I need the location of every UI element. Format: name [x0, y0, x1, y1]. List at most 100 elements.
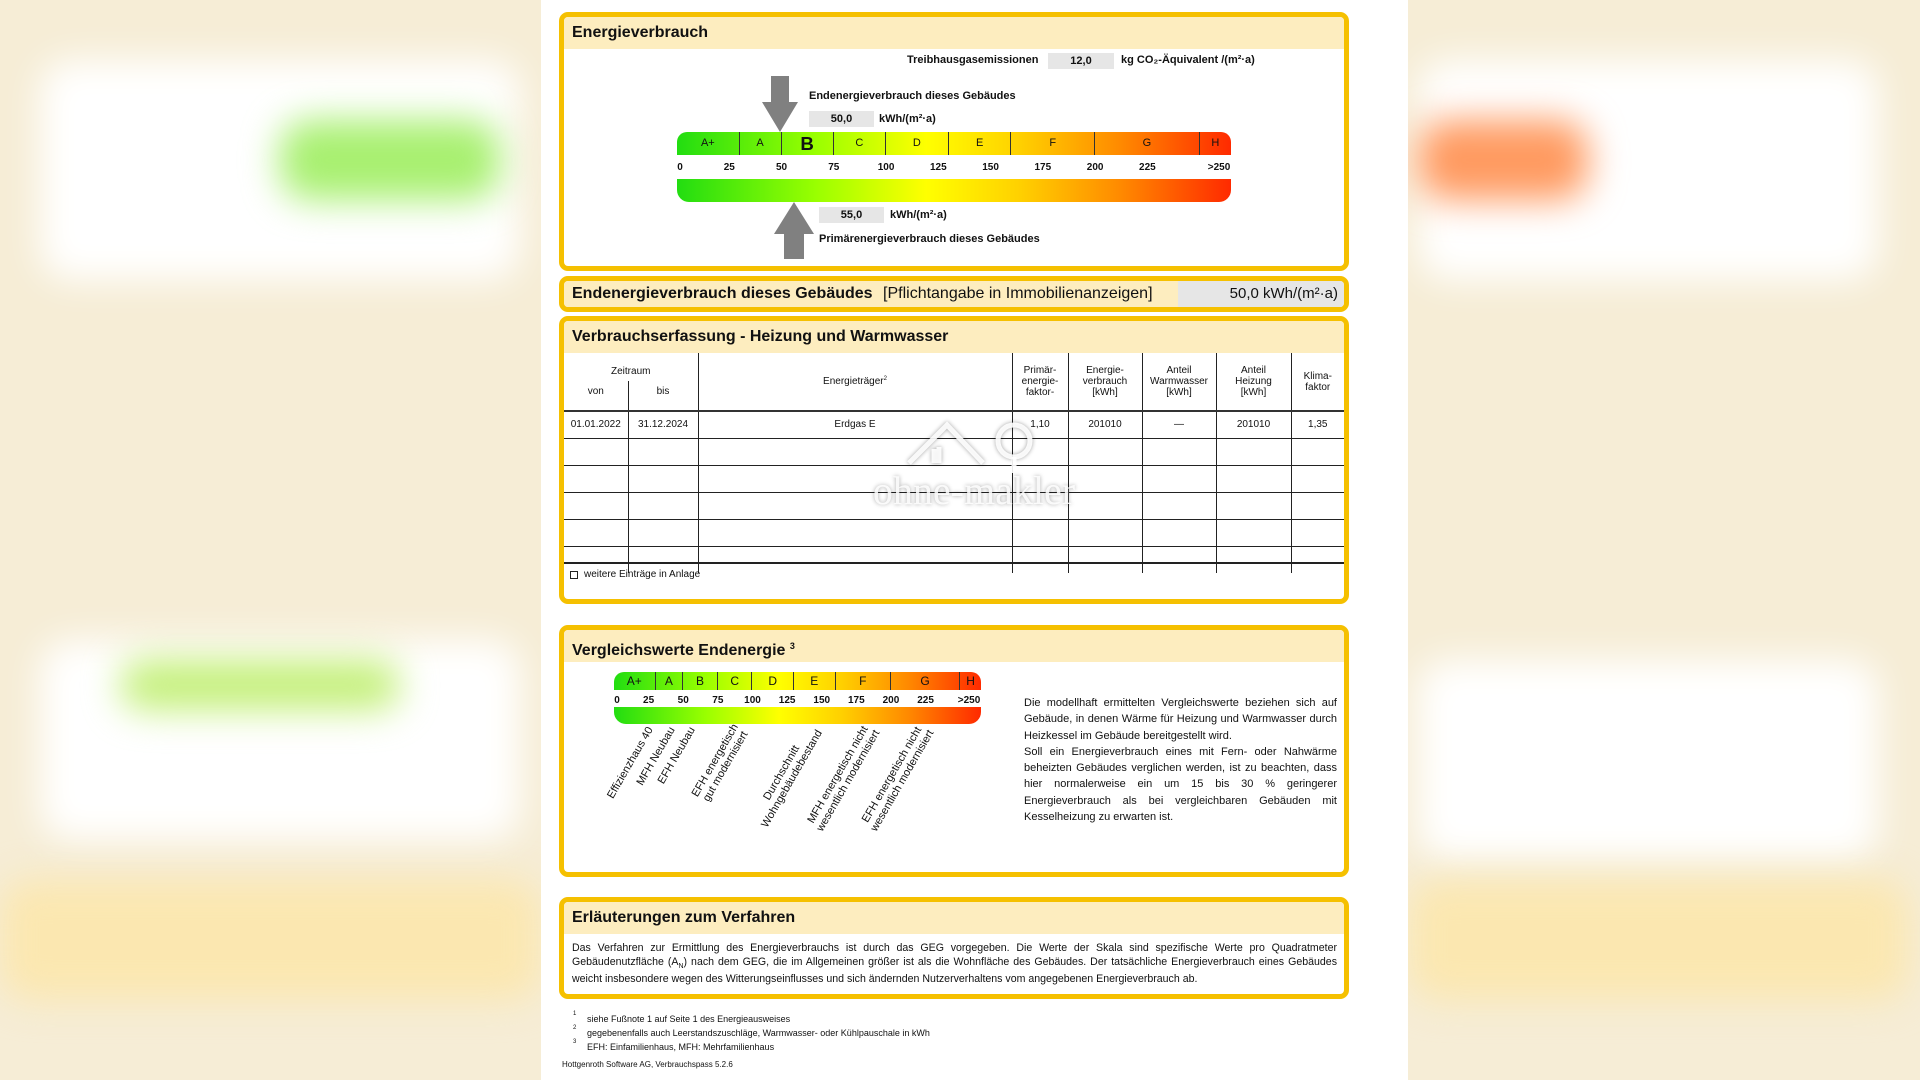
arrow-down-icon	[762, 76, 798, 132]
table-cell	[1215, 518, 1291, 546]
table-cell: 1,35	[1290, 410, 1344, 438]
checkbox-icon[interactable]	[570, 570, 578, 579]
pflichtangabe-section: Endenergieverbrauch dieses Gebäudes [Pfl…	[559, 276, 1349, 312]
table-cell: Erdgas E	[697, 410, 1012, 438]
header-heizung: Anteil Heizung [kWh]	[1215, 353, 1291, 411]
tick-label: 50	[775, 162, 788, 173]
thg-value: 12,0	[1048, 53, 1114, 69]
primaerenergie-unit: kWh/(m²·a)	[890, 209, 947, 221]
table-row: 01.01.2022 31.12.2024 Erdgas E 1,10 201010—2…	[564, 410, 1344, 438]
table-cell	[1290, 518, 1344, 546]
class-f: F	[1011, 132, 1096, 155]
tick-label: 225	[1139, 162, 1156, 173]
table-cell	[1290, 464, 1344, 492]
table-cell	[627, 437, 698, 465]
checkbox-label: weitere Einträge in Anlage	[584, 569, 701, 580]
class-a-plus: A+	[677, 132, 740, 155]
arrow-up-icon	[774, 202, 814, 259]
pflicht-note: [Pflichtangabe in Immobilienanzeigen]	[883, 285, 1153, 302]
vergleichswerte-section: Vergleichswerte Endenergie 3	[559, 625, 1349, 877]
class-c: C	[718, 672, 753, 690]
table-cell	[1141, 491, 1216, 519]
tick-label: 25	[643, 695, 655, 706]
section-title: Vergleichswerte Endenergie 3	[564, 630, 1344, 662]
tick-label: 225	[917, 695, 934, 706]
table-cell	[564, 464, 628, 492]
table-row	[564, 545, 1344, 573]
tick-label: 200	[1086, 162, 1104, 173]
table-cell	[627, 464, 698, 492]
header-zeitraum: Zeitraum	[611, 365, 651, 377]
consumption-table: Zeitraum Energieträger2 Primär- energie-…	[564, 353, 1344, 573]
tick-label: 125	[929, 162, 947, 173]
table-cell: 201010	[1215, 410, 1291, 438]
tick-label: 75	[828, 162, 840, 173]
gradient-bar	[677, 179, 1231, 202]
tick-label: >250	[957, 695, 981, 706]
class-h: H	[966, 674, 975, 688]
table-cell	[697, 464, 1012, 492]
class-g: G	[891, 672, 961, 690]
energy-scale: A+ A B C D E F G H 0 25 50 75 100 125 150 175 200 225 >250	[677, 132, 1231, 202]
table-cell	[1215, 545, 1291, 573]
header-klimafaktor: Klima- faktor	[1290, 353, 1344, 411]
comparison-scale: A+ A B C D E F G H 0 25 50 75 100 125 150 175 200 225 >250	[614, 672, 981, 724]
tick-label: 0	[614, 695, 620, 706]
footnote: 3 EFH: Einfamilienhaus, MFH: Mehrfamilien…	[573, 1039, 775, 1052]
table-cell	[1290, 437, 1344, 465]
class-d: D	[752, 672, 795, 690]
table-cell: 01.01.2022	[564, 410, 628, 438]
table-cell	[1290, 545, 1344, 573]
tick-label: 200	[882, 695, 900, 706]
table-cell	[1215, 491, 1291, 519]
table-row	[564, 491, 1344, 519]
table-cell	[1067, 464, 1142, 492]
footnote: 2 gegebenenfalls auch Leerstandszuschläge…	[573, 1025, 930, 1038]
class-a: A	[740, 132, 782, 155]
class-f: F	[836, 672, 891, 690]
header-energieverbrauch: Energie- verbrauch [kWh]	[1067, 353, 1142, 411]
table-cell	[627, 491, 698, 519]
weitere-eintraege-checkbox[interactable]: weitere Einträge in Anlage	[570, 569, 700, 580]
table-cell	[564, 518, 628, 546]
header-bis: bis	[627, 381, 698, 411]
blurred-background-right	[1408, 0, 1920, 1080]
pflicht-title: Endenergieverbrauch dieses Gebäudes	[572, 285, 873, 302]
tick-label: 125	[778, 695, 796, 706]
table-cell	[697, 437, 1012, 465]
tick-label: 175	[1034, 162, 1052, 173]
table-cell	[697, 545, 1012, 573]
tick-label: >250	[1207, 162, 1231, 173]
table-cell: —	[1141, 410, 1216, 438]
tick-label: 150	[813, 695, 831, 706]
table-cell	[1067, 518, 1142, 546]
table-row	[564, 518, 1344, 546]
class-e: E	[794, 672, 836, 690]
gradient-bar	[614, 707, 981, 724]
section-title: Energieverbrauch	[564, 17, 1344, 49]
class-h: H	[1211, 137, 1220, 149]
vergleich-text: Die modellhaft ermittelten Vergleichswer…	[1024, 697, 1337, 824]
section-title: Erläuterungen zum Verfahren	[564, 902, 1344, 934]
header-energietraeger: Energieträger2	[697, 353, 1012, 411]
tick-label: 150	[982, 162, 999, 173]
class-a-plus: A+	[614, 672, 656, 690]
endenergie-label: Endenergieverbrauch dieses Gebäudes	[809, 90, 1016, 102]
erlaeuterung-text: Das Verfahren zur Ermittlung des Energie…	[572, 942, 1337, 986]
class-bar: A+ A B C D E F G H	[677, 132, 1231, 155]
table-cell	[1067, 491, 1142, 519]
table-cell	[564, 545, 628, 573]
table-cell	[697, 491, 1012, 519]
table-cell	[564, 491, 628, 519]
watermark-logo: ohne-makler	[844, 413, 1104, 511]
verbrauchserfassung-section: Verbrauchserfassung - Heizung und Warmwa…	[559, 316, 1349, 604]
table-cell	[1215, 464, 1291, 492]
table-cell: 201010	[1067, 410, 1142, 438]
tick-label: 50	[677, 695, 689, 706]
table-cell	[564, 437, 628, 465]
thg-label: Treibhausgasemissionen	[907, 54, 1039, 66]
erlaeuterungen-section: Erläuterungen zum Verfahren Das Verfahre…	[559, 897, 1349, 999]
pflicht-value: 50,0 kWh/(m²·a)	[1178, 281, 1344, 307]
house-tree-icon	[907, 421, 1033, 473]
table-cell	[627, 518, 698, 546]
